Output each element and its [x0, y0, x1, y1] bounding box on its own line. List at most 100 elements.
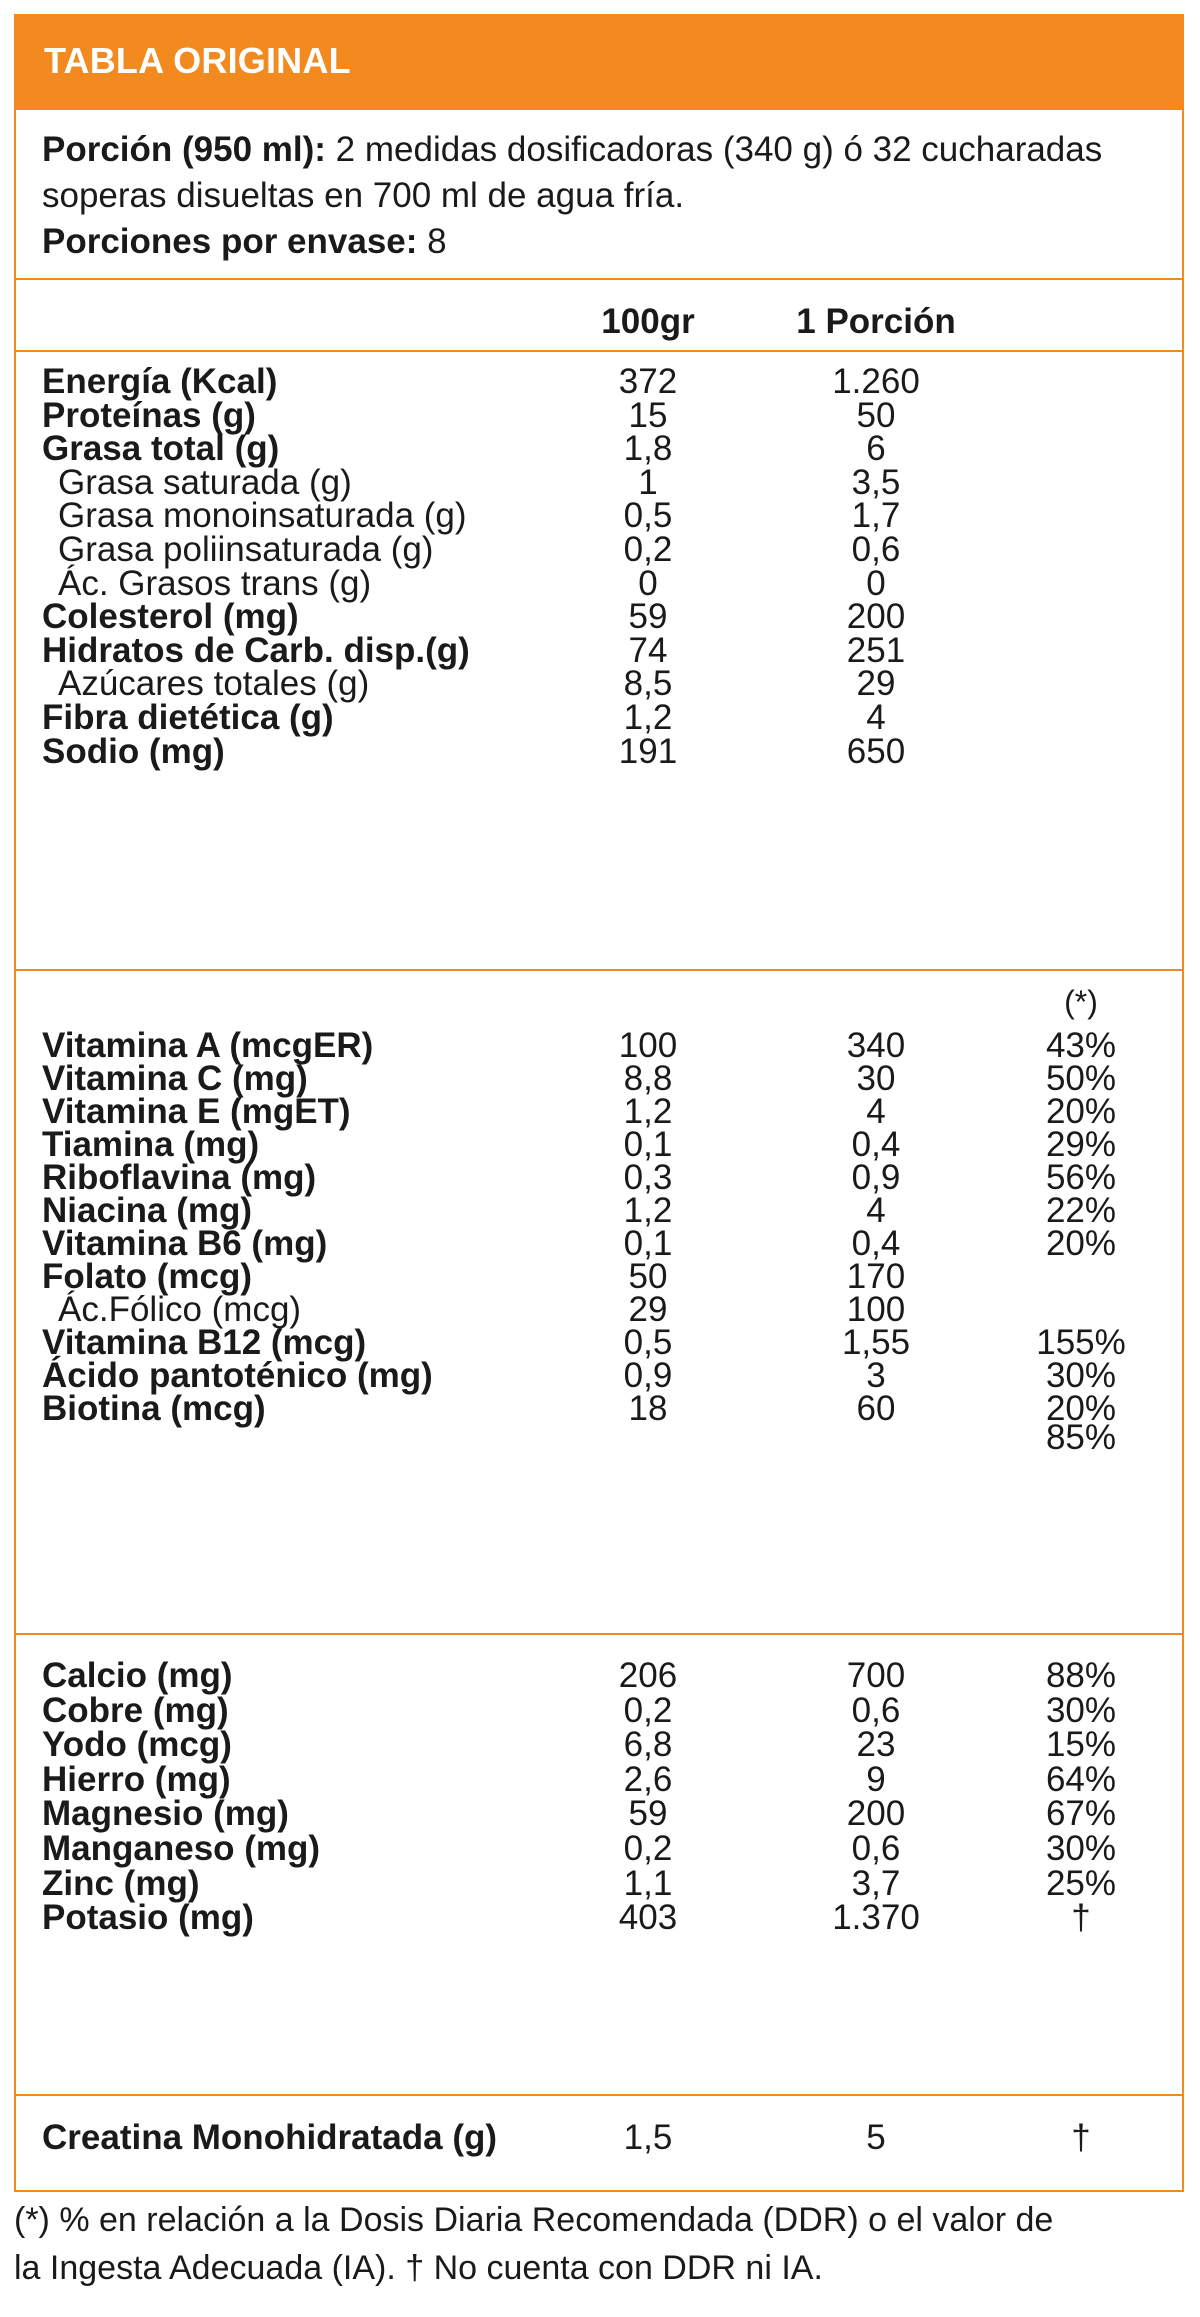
column-header-100gr: 100gr [601, 302, 695, 341]
table-row: Folato (mcg) 50 170 [16, 1253, 1182, 1301]
divider [16, 1633, 1182, 1635]
servings-line: Porciones por envase: 8 [42, 220, 447, 264]
value-ddr-percent: 67% [1045, 1794, 1117, 1834]
value-100gr: 0,9 [623, 1356, 673, 1395]
row-label: Grasa saturada (g) [58, 462, 352, 502]
table-row: Vitamina E (mgET) 1,2 4 20% [16, 1088, 1182, 1136]
table-row: Biotina (mcg) 18 60 20% [16, 1385, 1182, 1433]
divider [16, 2094, 1182, 2096]
value-portion: 1.260 [832, 362, 920, 401]
value-portion: 3 [866, 1356, 886, 1395]
row-label: Vitamina E (mgET) [42, 1092, 351, 1131]
value-100gr: 2,6 [623, 1759, 673, 1799]
portion-line-2: soperas disueltas en 700 ml de agua fría… [42, 176, 685, 215]
row-label: Grasa total (g) [42, 429, 280, 469]
value-100gr: 1,5 [623, 2118, 673, 2157]
table-row-creatine: Creatina Monohidratada (g) 1,5 5 † [16, 2114, 1182, 2162]
value-portion: 100 [846, 1290, 906, 1329]
value-100gr: 0 [638, 563, 658, 603]
value-ddr-percent: † [1071, 2118, 1091, 2157]
row-label: Riboflavina (mg) [42, 1158, 317, 1197]
value-portion: 1.370 [832, 1898, 920, 1938]
value-portion: 0,4 [851, 1224, 901, 1263]
value-portion: 60 [856, 1389, 896, 1428]
divider [16, 350, 1182, 352]
row-label: Sodio (mg) [42, 731, 225, 771]
value-100gr: 8,5 [623, 664, 673, 704]
value-portion: 4 [866, 1092, 886, 1131]
table-row: Magnesio (mg) 59 200 67% [16, 1790, 1182, 1838]
value-ddr-percent: 64% [1045, 1759, 1117, 1799]
value-100gr: 0,2 [623, 530, 673, 569]
table-row: Ác.Fólico (mcg) 29 100 [16, 1286, 1182, 1334]
value-ddr-percent: 30% [1045, 1690, 1117, 1730]
table-row: Tiamina (mg) 0,1 0,4 29% [16, 1121, 1182, 1169]
value-portion: 700 [846, 1656, 906, 1695]
footnote-line-2: la Ingesta Adecuada (IA). † No cuenta co… [14, 2249, 823, 2287]
value-100gr: 1,8 [623, 429, 673, 469]
value-100gr: 206 [618, 1656, 678, 1695]
table-row: Calcio (mg) 206 700 88% [16, 1652, 1182, 1700]
row-label: Magnesio (mg) [42, 1794, 289, 1834]
table-row: Proteínas (g) 15 50 [16, 392, 1182, 440]
value-portion: 6 [866, 429, 886, 469]
value-100gr: 1 [638, 462, 658, 502]
value-100gr: 59 [628, 597, 668, 637]
table-title: TABLA ORIGINAL [44, 40, 351, 81]
value-portion: 3,5 [851, 462, 901, 502]
value-100gr: 6,8 [623, 1725, 673, 1765]
row-label: Azúcares totales (g) [58, 664, 370, 704]
table-row: Sodio (mg) 191 650 [16, 728, 1182, 776]
value-ddr-percent: 20% [1045, 1389, 1117, 1428]
row-label: Hierro (mg) [42, 1759, 231, 1799]
table-row: Vitamina B6 (mg) 0,1 0,4 20% [16, 1220, 1182, 1268]
portion-text: 2 medidas dosificadoras (340 g) ó 32 cuc… [325, 130, 1103, 169]
value-100gr: 0,3 [623, 1158, 673, 1197]
value-portion: 29 [856, 664, 896, 704]
value-portion: 0,9 [851, 1158, 901, 1197]
value-portion: 5 [866, 2118, 886, 2157]
table-row: Grasa monoinsaturada (g) 0,5 1,7 [16, 492, 1182, 540]
table-header-bar: TABLA ORIGINAL [16, 16, 1182, 110]
value-portion: 200 [846, 1794, 906, 1834]
row-label: Vitamina B6 (mg) [42, 1224, 328, 1263]
value-ddr-percent: 20% [1045, 1092, 1117, 1131]
table-row: Niacina (mg) 1,2 4 22% [16, 1187, 1182, 1235]
portion-label: Porción (950 ml): [42, 130, 326, 169]
row-label: Ácido pantoténico (mg) [42, 1356, 433, 1395]
table-row: Manganeso (mg) 0,2 0,6 30% [16, 1825, 1182, 1873]
table-row: Ácido pantoténico (mg) 0,9 3 30% [16, 1352, 1182, 1400]
row-label: Vitamina A (mcgER) [42, 1026, 374, 1065]
value-100gr: 403 [618, 1898, 678, 1938]
table-row: Energía (Kcal) 372 1.260 [16, 358, 1182, 406]
table-row: Cobre (mg) 0,2 0,6 30% [16, 1687, 1182, 1735]
row-label: Folato (mcg) [42, 1257, 252, 1296]
value-100gr: 50 [628, 1257, 668, 1296]
row-label: Yodo (mcg) [42, 1725, 232, 1765]
row-label: Manganeso (mg) [42, 1829, 321, 1868]
value-100gr: 15 [628, 395, 668, 435]
value-ddr-percent: 25% [1045, 1863, 1117, 1903]
divider [16, 969, 1182, 971]
value-100gr: 1,1 [623, 1863, 673, 1903]
value-100gr: 8,8 [623, 1059, 673, 1098]
value-100gr: 0,2 [623, 1690, 673, 1730]
row-label: Grasa monoinsaturada (g) [58, 496, 467, 536]
value-ddr-percent: 43% [1045, 1026, 1117, 1065]
table-row: Yodo (mcg) 6,8 23 15% [16, 1721, 1182, 1769]
table-row: Hidratos de Carb. disp.(g) 74 251 [16, 627, 1182, 675]
value-portion: 0,4 [851, 1125, 901, 1164]
divider [16, 278, 1182, 280]
value-portion: 170 [846, 1257, 906, 1296]
value-portion: 9 [866, 1759, 886, 1799]
row-label: Creatina Monohidratada (g) [42, 2118, 498, 2157]
row-label: Cobre (mg) [42, 1690, 229, 1730]
value-portion: 0 [866, 563, 886, 603]
value-ddr-percent: 50% [1045, 1059, 1117, 1098]
row-label: Potasio (mg) [42, 1898, 254, 1938]
value-ddr-percent: 20% [1045, 1224, 1117, 1263]
value-portion: 340 [846, 1026, 906, 1065]
row-label: Hidratos de Carb. disp.(g) [42, 630, 470, 670]
value-portion: 650 [846, 731, 906, 771]
value-ddr-percent: 22% [1045, 1191, 1117, 1230]
